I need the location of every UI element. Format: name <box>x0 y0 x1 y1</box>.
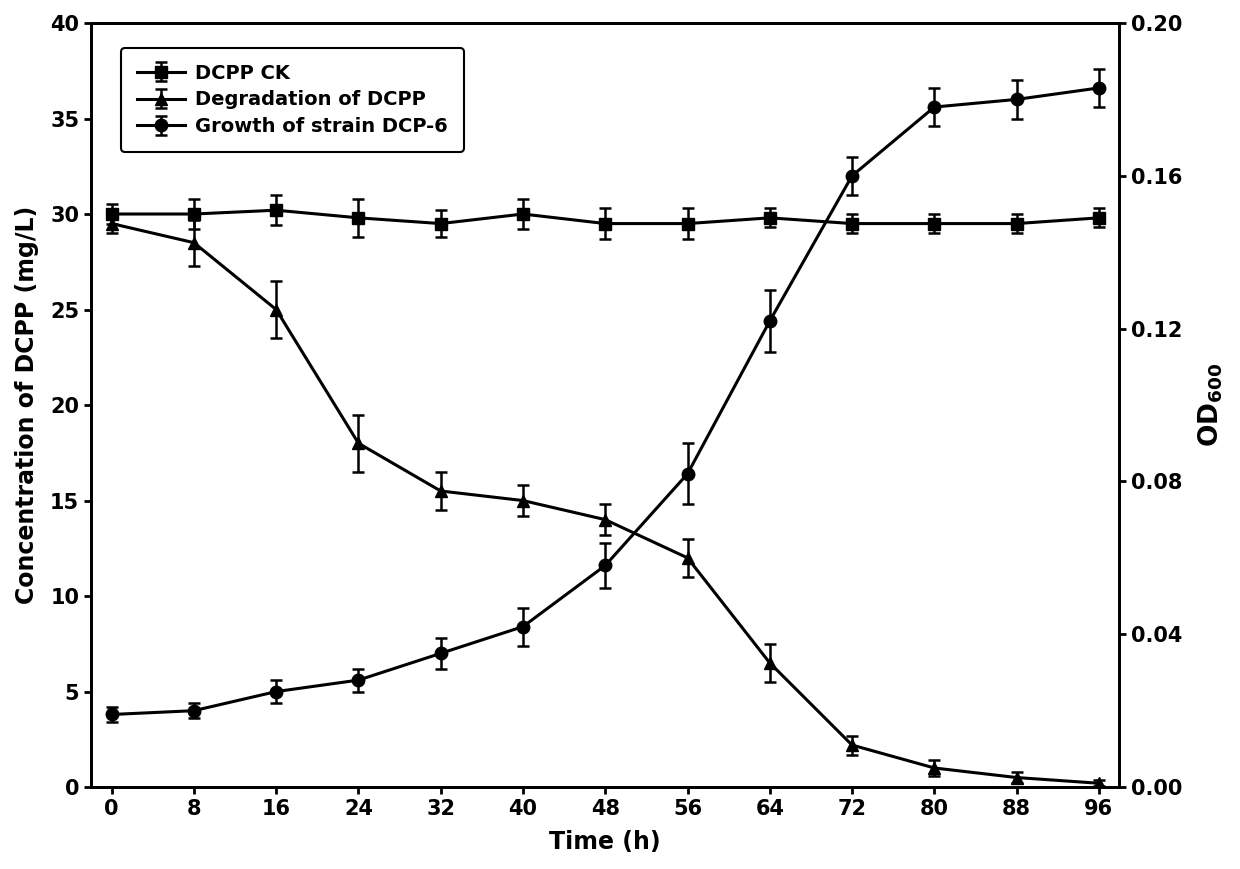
Y-axis label: Concentration of DCPP (mg/L): Concentration of DCPP (mg/L) <box>15 206 38 604</box>
X-axis label: Time (h): Time (h) <box>549 830 661 854</box>
Legend: DCPP CK, Degradation of DCPP, Growth of strain DCP-6: DCPP CK, Degradation of DCPP, Growth of … <box>122 48 464 152</box>
Y-axis label: OD$_{\mathbf{600}}$: OD$_{\mathbf{600}}$ <box>1197 363 1225 448</box>
